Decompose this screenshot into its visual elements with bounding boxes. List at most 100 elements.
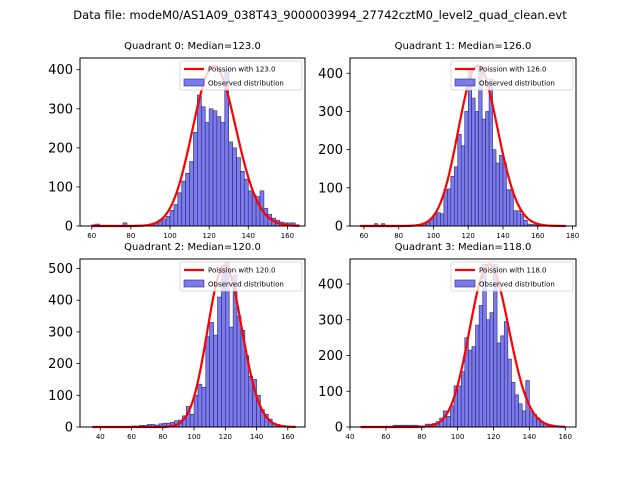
legend-box bbox=[179, 60, 303, 91]
x-tick-label: 120 bbox=[219, 433, 232, 441]
legend-bar-swatch bbox=[454, 279, 476, 288]
histogram-bar bbox=[161, 218, 167, 227]
y-tick-label: 200 bbox=[48, 141, 73, 156]
histogram-bar bbox=[228, 141, 233, 227]
histogram-bar bbox=[454, 166, 459, 227]
x-tick-label: 160 bbox=[281, 433, 294, 441]
histogram-bar bbox=[471, 97, 476, 227]
axes-frame bbox=[79, 258, 306, 428]
histogram-bar bbox=[440, 213, 445, 227]
legend-box bbox=[450, 261, 574, 292]
subplot-quadrant-3: Quadrant 3: Median=118.0 40 60 80 100 120 140 1… bbox=[318, 242, 577, 441]
histogram-bar bbox=[474, 111, 479, 227]
histogram-bar bbox=[189, 414, 195, 428]
histogram-bar bbox=[236, 157, 241, 227]
histogram-bar bbox=[511, 382, 516, 428]
histogram-bar bbox=[464, 111, 469, 227]
y-tick-label: 500 bbox=[48, 262, 73, 277]
histogram-bar bbox=[450, 405, 455, 428]
histogram-bar bbox=[520, 214, 525, 227]
histogram-bar bbox=[244, 178, 249, 227]
legend-label-observed: Observed distribution bbox=[208, 281, 284, 289]
histogram-bar bbox=[201, 106, 206, 227]
axes-frame bbox=[349, 57, 577, 227]
subplot-title: Quadrant 0: Median=123.0 bbox=[124, 41, 261, 52]
y-tick-label: 300 bbox=[318, 105, 343, 120]
x-tick-label: 160 bbox=[281, 232, 294, 240]
histogram-bar bbox=[496, 342, 501, 428]
x-tick-label: 100 bbox=[187, 433, 200, 441]
y-tick-label: 400 bbox=[318, 67, 343, 82]
y-tick-label: 200 bbox=[318, 143, 343, 158]
histogram-bar bbox=[485, 111, 490, 227]
histogram-bar bbox=[209, 322, 214, 428]
legend-label-observed: Observed distribution bbox=[208, 80, 284, 88]
histogram-bar bbox=[450, 176, 455, 227]
histogram-bar bbox=[197, 383, 203, 428]
histogram-bar bbox=[471, 346, 476, 428]
histogram-bar bbox=[247, 190, 253, 227]
histogram-bar bbox=[457, 385, 462, 428]
x-tick-label: 60 bbox=[87, 232, 96, 240]
y-tick-label: 0 bbox=[335, 220, 343, 235]
y-tick-label: 200 bbox=[318, 349, 343, 364]
histogram-bar bbox=[495, 162, 500, 227]
legend-box bbox=[179, 261, 303, 292]
histogram-bar bbox=[503, 321, 509, 428]
histogram-bar bbox=[240, 171, 245, 227]
x-tick-label: 180 bbox=[566, 232, 579, 240]
histogram-bar bbox=[481, 118, 486, 227]
subplot-quadrant-1: Quadrant 1: Median=126.0 60 80 100 120 140 160… bbox=[318, 41, 579, 240]
x-tick-label: 140 bbox=[523, 433, 536, 441]
y-tick-label: 200 bbox=[48, 357, 73, 372]
x-tick-label: 80 bbox=[126, 232, 135, 240]
histogram-bar bbox=[457, 134, 462, 227]
x-tick-label: 140 bbox=[242, 232, 255, 240]
histogram-bar bbox=[486, 319, 491, 428]
x-tick-label: 100 bbox=[163, 232, 176, 240]
histogram-bar bbox=[475, 324, 480, 428]
x-tick-label: 80 bbox=[394, 232, 403, 240]
histogram-bar bbox=[499, 155, 504, 227]
histogram-bar bbox=[436, 212, 441, 227]
histogram-bar bbox=[236, 315, 242, 428]
x-tick-label: 120 bbox=[487, 433, 500, 441]
x-tick-label: 60 bbox=[381, 433, 390, 441]
y-tick-label: 300 bbox=[318, 313, 343, 328]
histogram-bar bbox=[507, 358, 512, 428]
histogram-bar bbox=[492, 149, 497, 227]
y-tick-label: 0 bbox=[65, 421, 73, 436]
histogram-bar bbox=[447, 188, 452, 227]
histogram-bar bbox=[506, 189, 511, 227]
histogram-bars bbox=[92, 261, 296, 428]
histogram-bar bbox=[516, 210, 521, 227]
y-tick-label: 0 bbox=[335, 421, 343, 436]
legend-label-poisson: Poission with 126.0 bbox=[479, 66, 547, 74]
legend-box bbox=[450, 60, 574, 91]
x-tick-label: 60 bbox=[127, 433, 136, 441]
histogram-bar bbox=[502, 162, 507, 227]
histogram-bar bbox=[193, 395, 199, 428]
y-tick-label: 100 bbox=[318, 181, 343, 196]
histogram-bar bbox=[181, 180, 186, 227]
legend-label-poisson: Poission with 123.0 bbox=[208, 66, 276, 74]
y-tick-label: 300 bbox=[48, 102, 73, 117]
x-tick-label: 40 bbox=[346, 433, 355, 441]
x-tick-label: 100 bbox=[427, 232, 440, 240]
x-tick-label: 80 bbox=[158, 433, 167, 441]
x-tick-label: 40 bbox=[96, 433, 105, 441]
legend-label-poisson: Poission with 120.0 bbox=[208, 267, 276, 275]
axes-frame bbox=[79, 57, 306, 227]
subplot-title: Quadrant 3: Median=118.0 bbox=[395, 242, 532, 253]
histogram-bar bbox=[467, 69, 472, 227]
subplot-quadrant-2: Quadrant 2: Median=120.0 40 60 80 100 120 140 1… bbox=[48, 242, 306, 441]
y-tick-label: 0 bbox=[65, 220, 73, 235]
x-tick-label: 80 bbox=[417, 433, 426, 441]
histogram-bar bbox=[213, 334, 218, 428]
histogram-bar bbox=[165, 215, 171, 227]
legend: Poission with 123.0 Observed distribution bbox=[179, 60, 303, 91]
histogram-bar bbox=[220, 122, 226, 227]
histogram-bar bbox=[221, 268, 226, 428]
x-tick-label: 140 bbox=[496, 232, 509, 240]
